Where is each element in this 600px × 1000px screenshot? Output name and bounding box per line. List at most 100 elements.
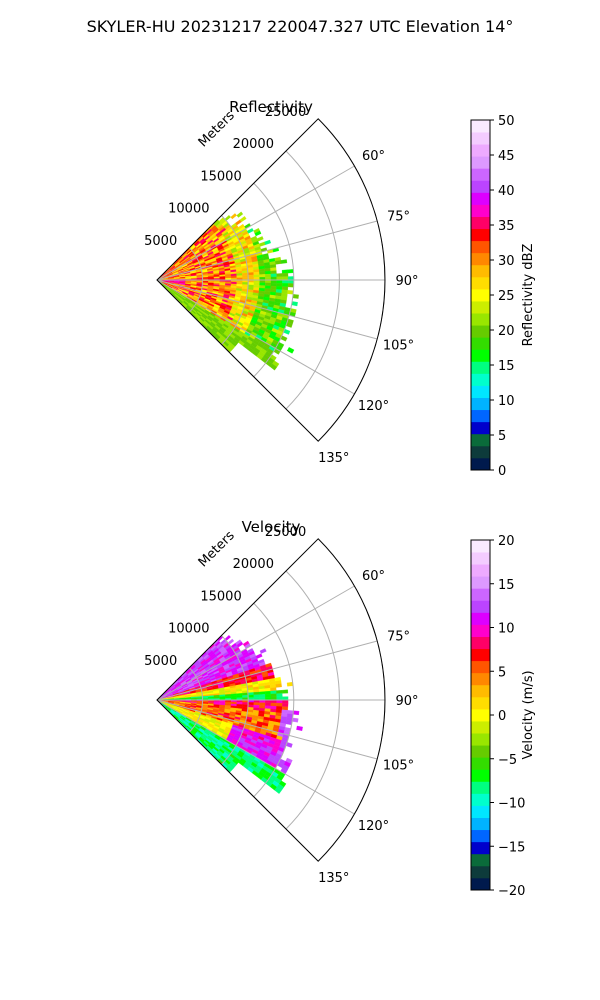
radar-cell: [270, 693, 277, 698]
radar-cell: [213, 696, 220, 699]
radar-cell: [282, 279, 289, 284]
colorbar-segment: [471, 409, 490, 423]
colorbar-segment: [471, 588, 490, 601]
radar-cell: [242, 692, 249, 696]
colorbar-tick-label: 20: [498, 534, 515, 549]
colorbar-segment: [471, 612, 490, 625]
sector-outline: [156, 118, 386, 442]
colorbar-segment: [471, 648, 490, 662]
colorbar-segment: [471, 457, 490, 471]
colorbar-segment: [471, 445, 490, 459]
radar-cell: [246, 228, 254, 234]
colorbar-tick-label: 0: [498, 464, 506, 479]
radar-cell: [286, 347, 295, 354]
radar-cell: [264, 690, 271, 695]
colorbar-segment: [471, 313, 490, 326]
colorbar-segment: [471, 745, 490, 758]
colorbar-segment: [471, 877, 490, 891]
radar-cell: [270, 702, 277, 707]
theta-gridline: [156, 640, 378, 701]
radar-cell: [276, 273, 283, 278]
colorbar-segment: [471, 865, 490, 879]
radar-cell: [247, 282, 255, 286]
theta-tick-label: 105°: [383, 759, 414, 774]
colorbar-tick-label: −20: [498, 884, 525, 899]
radial-tick-label: 25000: [265, 105, 306, 120]
radar-cell: [282, 272, 289, 277]
colorbar-segment: [471, 817, 490, 831]
colorbar-segment: [471, 793, 490, 806]
radar-cell: [276, 286, 283, 290]
radar-cell: [247, 692, 254, 696]
theta-tick-label: 90°: [395, 274, 418, 289]
radar-cell: [230, 695, 237, 699]
colorbar-segment: [471, 288, 490, 302]
figure-title: SKYLER-HU 20231217 220047.327 UTC Elevat…: [87, 17, 514, 36]
radar-cell: [287, 290, 294, 295]
radar-cell: [253, 271, 260, 276]
panel-title: Reflectivity: [229, 98, 313, 116]
colorbar-label: Velocity (m/s): [521, 670, 536, 759]
radar-cell: [253, 691, 260, 696]
radar-cell: [259, 274, 266, 278]
radar-cell: [256, 236, 264, 242]
radar-cell: [275, 683, 282, 688]
sector-outline: [156, 538, 386, 862]
colorbar-tick-label: 50: [498, 114, 515, 129]
colorbar-tick-label: −5: [498, 753, 517, 768]
colorbar-segment: [471, 805, 490, 818]
radial-tick-label: 15000: [200, 589, 241, 604]
colorbar-segment: [471, 132, 490, 145]
theta-gridline: [156, 699, 355, 815]
radar-cell: [270, 282, 277, 287]
radar-cell: [286, 681, 294, 687]
colorbar-segment: [471, 397, 490, 411]
radar-cell: [225, 275, 232, 279]
colorbar: 0 5 10 15 20 25 30 35 40 45 50 Reflectivity dBZ: [470, 114, 536, 479]
radar-cell: [259, 648, 267, 654]
radar-data-cells: [156, 634, 303, 794]
theta-tick-label: 75°: [387, 629, 410, 644]
radar-cell: [253, 702, 260, 706]
colorbar-segment: [471, 433, 490, 447]
radar-cell: [242, 695, 249, 698]
colorbar-segment: [471, 721, 490, 734]
radar-cell: [269, 363, 278, 371]
radar-cell: [236, 695, 243, 699]
radar-cell: [287, 276, 294, 281]
colorbar-segment: [471, 576, 490, 589]
colorbar-segment: [471, 361, 490, 374]
colorbar-segment: [471, 733, 490, 746]
colorbar-tick-label: 35: [498, 219, 515, 234]
theta-tick-label: 120°: [358, 819, 389, 834]
colorbar-tick-label: 25: [498, 289, 515, 304]
radar-cell: [247, 274, 255, 278]
radial-tick-label: 20000: [233, 557, 274, 572]
colorbar-tick-label: 0: [498, 709, 506, 724]
theta-tick-label: 90°: [395, 694, 418, 709]
radar-cell: [287, 269, 294, 274]
radial-tick-label: 10000: [168, 202, 209, 217]
colorbar-segment: [471, 421, 490, 435]
radar-cell: [292, 294, 299, 299]
colorbar-segment: [471, 192, 490, 205]
colorbar-segment: [471, 240, 490, 254]
radar-cell: [287, 279, 294, 284]
radar-cell: [259, 271, 266, 275]
radar-cell: [247, 694, 255, 698]
radial-tick-label: 25000: [265, 525, 306, 540]
radar-cell: [265, 702, 272, 707]
colorbar-segment: [471, 841, 490, 855]
radar-cell: [276, 706, 283, 710]
radar-cell: [230, 213, 237, 220]
theta-tick-label: 135°: [318, 451, 349, 466]
colorbar-segment: [471, 228, 490, 242]
radar-cell: [236, 275, 243, 279]
radar-cell: [270, 270, 277, 275]
colorbar-tick-label: 5: [498, 665, 506, 680]
colorbar-segment: [471, 204, 490, 217]
radar-cell: [259, 702, 266, 706]
radar-cell: [254, 230, 262, 237]
radial-tick-label: 10000: [168, 622, 209, 637]
